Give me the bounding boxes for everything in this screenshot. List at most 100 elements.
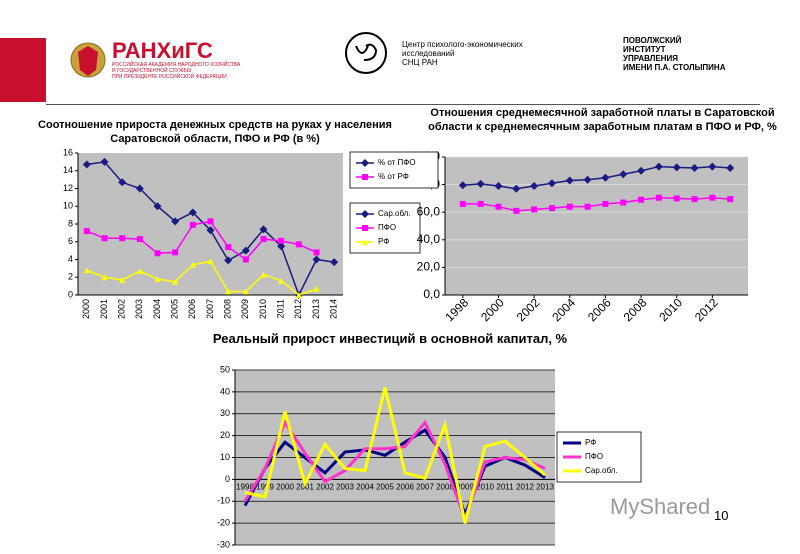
x-tick-label: 2004 [549, 295, 578, 324]
x-tick-label: 2008 [621, 295, 650, 324]
series [243, 419, 546, 524]
y-tick-label: 40,0 [417, 232, 441, 246]
legend-marker [362, 174, 368, 180]
series-line [462, 165, 731, 190]
point [531, 206, 538, 213]
center-logo [345, 32, 387, 74]
y-tick-label: 14 [63, 165, 73, 175]
point [118, 178, 127, 187]
series [83, 218, 320, 263]
point [225, 244, 232, 251]
x-tick-label: 2010 [258, 299, 268, 319]
point [277, 242, 286, 251]
logo-line: РОССИЙСКАЯ АКАДЕМИЯ НАРОДНОГО ХОЗЯЙСТВА [112, 62, 241, 68]
x-tick-label: 2001 [99, 299, 109, 319]
plot-area [445, 157, 748, 295]
x-tick-label: 2003 [134, 299, 144, 319]
legend-label: % от ПФО [378, 158, 416, 167]
org-line: ПОВОЛЖСКИЙ [623, 36, 682, 45]
watermark: MyShared [610, 494, 711, 519]
logo-subtitle: РОССИЙСКАЯ АКАДЕМИЯ НАРОДНОГО ХОЗЯЙСТВА … [112, 62, 240, 80]
x-tick-label: 2004 [356, 482, 374, 491]
red-band [0, 38, 46, 102]
y-tick-label: 40 [220, 386, 230, 396]
legend-marker [361, 159, 369, 167]
point [638, 196, 645, 203]
legend-marker [362, 225, 368, 231]
point [207, 218, 214, 225]
org-line: ИНСТИТУТ [623, 45, 666, 54]
point [154, 250, 161, 257]
y-tick-label: 0,0 [423, 287, 440, 301]
x-tick-label: 2002 [117, 299, 127, 319]
org-line: ИМЕНИ П.А. СТОЛЫПИНА [623, 63, 726, 72]
point [584, 203, 591, 210]
point [278, 277, 285, 284]
x-tick-label: 2000 [276, 482, 294, 491]
point [242, 256, 249, 263]
series-line [462, 196, 731, 212]
point [242, 288, 249, 295]
org-line: СНЦ РАН [402, 58, 438, 67]
legend-label: % от РФ [378, 172, 409, 181]
x-tick-label: 2000 [478, 295, 507, 324]
center-org: Центр психолого-экономических исследован… [402, 40, 523, 67]
point [583, 175, 592, 184]
point [690, 164, 699, 173]
legend-marker [361, 210, 369, 218]
x-tick-label: 2013 [536, 482, 554, 491]
right-org: ПОВОЛЖСКИЙ ИНСТИТУТ УПРАВЛЕНИЯ ИМЕНИ П.А… [623, 36, 725, 72]
series [458, 162, 735, 193]
point [313, 249, 320, 256]
x-tick-label: 2009 [456, 482, 474, 491]
point [494, 181, 503, 190]
point [459, 200, 466, 207]
y-tick-label: -10 [217, 496, 230, 506]
legend-label: ПФО [585, 452, 603, 461]
x-tick-label: 2003 [336, 482, 354, 491]
x-tick-label: 2010 [656, 295, 685, 324]
x-tick-label: 2002 [514, 295, 543, 324]
legend-label: РФ [378, 237, 389, 246]
logo-name: РАНХиГС [112, 38, 213, 63]
y-tick-label: 6 [68, 236, 73, 246]
legend-label: РФ [585, 438, 596, 447]
point [83, 267, 90, 274]
legend-label: ПФО [378, 223, 396, 232]
x-tick-label: 2006 [585, 295, 614, 324]
y-tick-label: 2 [68, 272, 73, 282]
point [260, 236, 267, 243]
point [295, 292, 302, 298]
x-tick-label: 2011 [276, 299, 286, 318]
org-line: исследований [402, 49, 455, 58]
point [224, 256, 233, 265]
emblem-shape [78, 46, 98, 76]
point [312, 255, 321, 264]
point [330, 258, 339, 267]
point [547, 179, 556, 188]
x-tick-label: 2011 [496, 482, 514, 491]
x-tick-label: 2006 [187, 299, 197, 319]
point [726, 164, 735, 173]
x-tick-label: 2005 [170, 299, 180, 319]
x-tick-label: 2013 [311, 299, 321, 319]
point [101, 274, 108, 281]
point [620, 199, 627, 206]
point [691, 196, 698, 203]
x-tick-label: 2012 [293, 299, 303, 319]
point [82, 160, 91, 169]
y-tick-label: 8 [68, 218, 73, 228]
point [153, 202, 162, 211]
point [512, 184, 521, 193]
x-tick-label: 1998 [442, 295, 471, 324]
point [225, 288, 232, 295]
point [295, 241, 302, 248]
y-tick-label: 0 [68, 289, 73, 299]
y-tick-label: 10 [63, 201, 73, 211]
point [207, 258, 214, 265]
y-tick-label: 50 [220, 364, 230, 374]
point [259, 225, 268, 234]
point [278, 237, 285, 244]
x-tick-label: 2014 [329, 299, 339, 319]
point [673, 195, 680, 202]
